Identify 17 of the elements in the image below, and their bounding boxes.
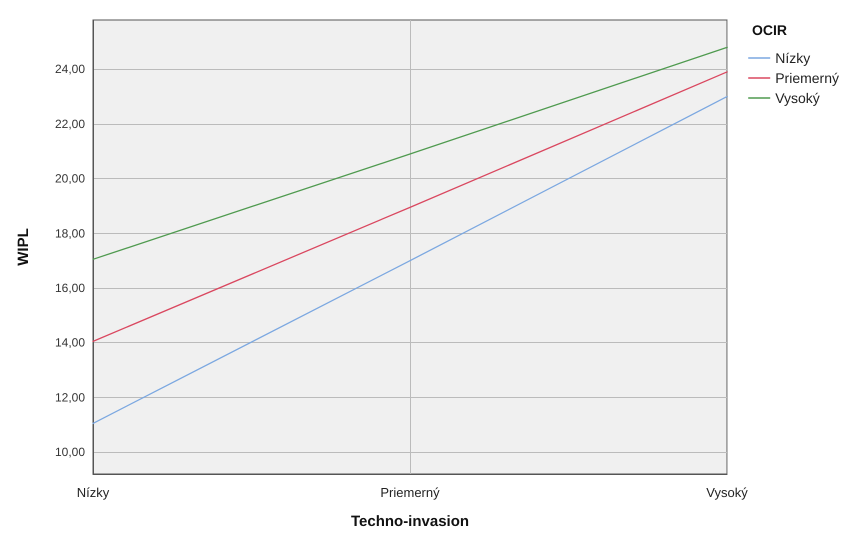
x-tick-label: Vysoký (706, 485, 748, 500)
x-tick-label: Priemerný (380, 485, 440, 500)
y-tick-label: 20,00 (54, 172, 86, 186)
x-axis-title: Techno-invasion (350, 513, 470, 530)
y-tick-label: 18,00 (54, 226, 86, 240)
y-tick-label: 14,00 (54, 336, 86, 350)
y-tick-label: 22,00 (54, 116, 86, 131)
legend-title: OCIR (752, 22, 787, 38)
legend-label: Vysoký (775, 90, 820, 106)
legend-label: Priemerný (775, 70, 840, 86)
y-tick-label: 12,00 (54, 390, 86, 404)
y-tick-label: 10,00 (54, 445, 86, 460)
y-axis-title: WIPL (15, 228, 32, 266)
y-tick-label: 16,00 (54, 281, 86, 296)
x-tick-label: Nízky (76, 485, 110, 500)
legend-label: Nízky (775, 50, 810, 66)
y-tick-label: 24,00 (54, 62, 86, 76)
